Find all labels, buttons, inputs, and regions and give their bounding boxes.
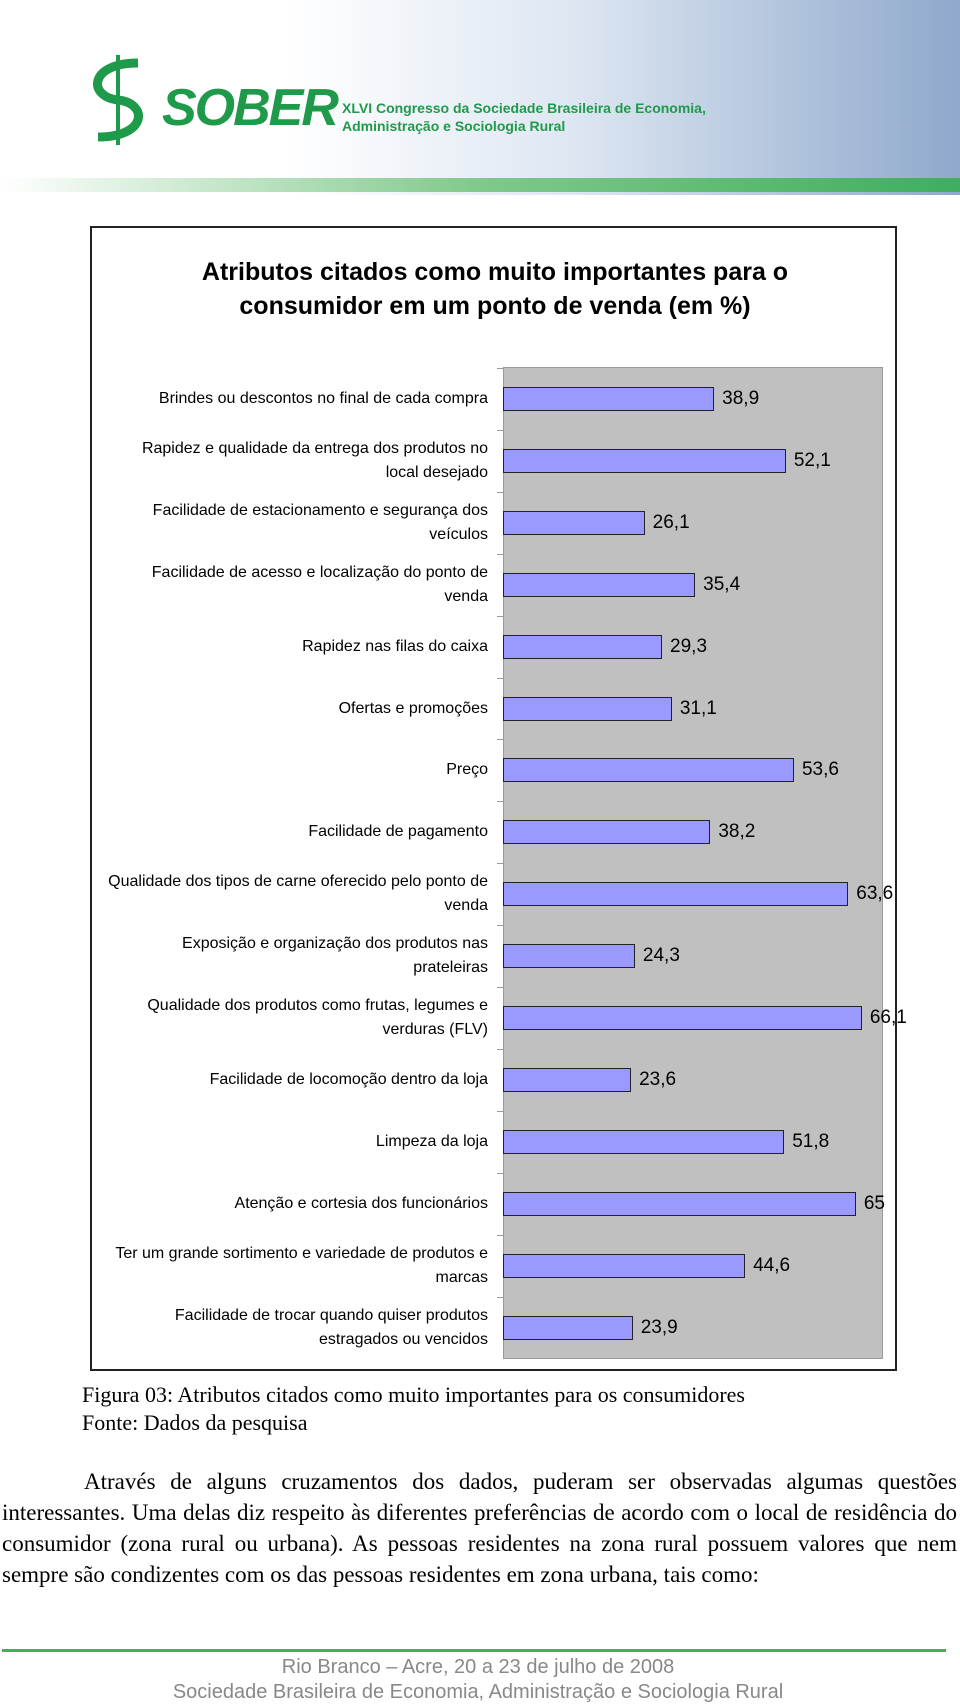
value-label: 38,2 <box>718 821 756 843</box>
value-label: 51,8 <box>792 1130 830 1152</box>
axis-tick <box>497 368 503 370</box>
value-label: 26,1 <box>652 511 690 533</box>
category-label: Qualidade dos produtos como frutas, legu… <box>147 997 488 1038</box>
category-label: Ter um grande sortimento e variedade de … <box>115 1244 488 1286</box>
axis-tick <box>497 677 503 679</box>
category-label: Atenção e cortesia dos funcionários <box>234 1194 488 1212</box>
category-label: Facilidade de estacionamento e segurança… <box>152 501 488 543</box>
bar <box>503 448 786 473</box>
category-label: Exposição e organização dos produtos nas… <box>182 935 488 977</box>
axis-tick <box>497 1110 503 1112</box>
bar <box>503 882 849 907</box>
chart-frame <box>90 226 897 1371</box>
value-label: 66,1 <box>869 1007 907 1028</box>
footer-rule <box>2 1649 946 1652</box>
category-label: Facilidade de trocar quando quiser produ… <box>174 1306 488 1348</box>
category-label: Facilidade de locomoção dentro da loja <box>209 1070 488 1088</box>
axis-tick <box>497 801 503 803</box>
axis-tick <box>497 491 503 493</box>
axis-tick <box>497 1234 503 1236</box>
logo-text: SOBER <box>162 79 339 137</box>
bar <box>503 1067 632 1092</box>
value-label: 24,3 <box>642 945 680 967</box>
category-label: Ofertas e promoções <box>338 699 488 717</box>
category-label: Qualidade dos tipos de carne oferecido p… <box>108 873 488 915</box>
category-label: Brindes ou descontos no final de cada co… <box>158 390 488 407</box>
event-line: Administração e Sociologia Rural <box>342 118 566 134</box>
value-label: 38,9 <box>722 388 760 409</box>
header: SOBER XLVI Congresso da Sociedade Brasil… <box>0 0 960 195</box>
body-paragraph: Através de alguns cruzamentos dos dados,… <box>2 1469 957 1587</box>
bar <box>503 572 696 597</box>
axis-tick <box>497 615 503 617</box>
value-label: 29,3 <box>670 635 708 657</box>
axis-tick <box>497 863 503 865</box>
axis-tick <box>497 429 503 431</box>
category-label: Limpeza da loja <box>375 1132 488 1150</box>
axis-tick <box>497 1296 503 1298</box>
value-label: 23,6 <box>639 1068 677 1090</box>
axis-tick <box>497 1172 503 1174</box>
value-label: 23,9 <box>640 1316 678 1338</box>
bar <box>503 1129 785 1154</box>
bar <box>503 1191 856 1216</box>
bar <box>503 634 663 659</box>
category-label: Rapidez e qualidade da entrega dos produ… <box>141 439 488 481</box>
category-label: Preço <box>446 761 488 779</box>
bar <box>503 944 635 969</box>
figure-caption: Figura 03: Atributos citados como muito … <box>82 1382 745 1407</box>
axis-tick <box>497 987 503 989</box>
value-label: 53,6 <box>801 759 839 781</box>
figure-source: Fonte: Dados da pesquisa <box>82 1410 308 1435</box>
bar <box>503 1315 633 1340</box>
chart-title: Atributos citados como muito importantes… <box>201 258 789 320</box>
bar <box>503 696 672 721</box>
bar <box>503 387 715 411</box>
category-label: Facilidade de pagamento <box>308 823 488 841</box>
value-label: 52,1 <box>793 449 831 471</box>
footer-text: Sociedade Brasileira de Economia, Admini… <box>172 1681 784 1703</box>
value-label: 65 <box>863 1192 885 1214</box>
value-label: 31,1 <box>679 697 717 719</box>
logo-icon <box>93 55 143 145</box>
axis-tick <box>497 1048 503 1050</box>
bar <box>503 820 711 845</box>
category-label: Rapidez nas filas do caixa <box>302 637 488 655</box>
bar <box>503 758 794 783</box>
category-label: Facilidade de acesso e localização do po… <box>151 563 488 605</box>
value-label: 35,4 <box>703 573 741 595</box>
bar <box>503 1006 862 1030</box>
axis-tick <box>497 739 503 741</box>
bar <box>503 510 645 535</box>
value-label: 63,6 <box>856 883 894 905</box>
event-line: XLVI Congresso da Sociedade Brasileira d… <box>342 100 706 116</box>
value-label: 44,6 <box>753 1254 791 1276</box>
footer-text: Rio Branco – Acre, 20 a 23 de julho de 2… <box>281 1656 675 1678</box>
header-stripe <box>0 178 960 192</box>
axis-tick <box>497 925 503 927</box>
axis-tick <box>497 553 503 555</box>
bar <box>503 1253 746 1278</box>
